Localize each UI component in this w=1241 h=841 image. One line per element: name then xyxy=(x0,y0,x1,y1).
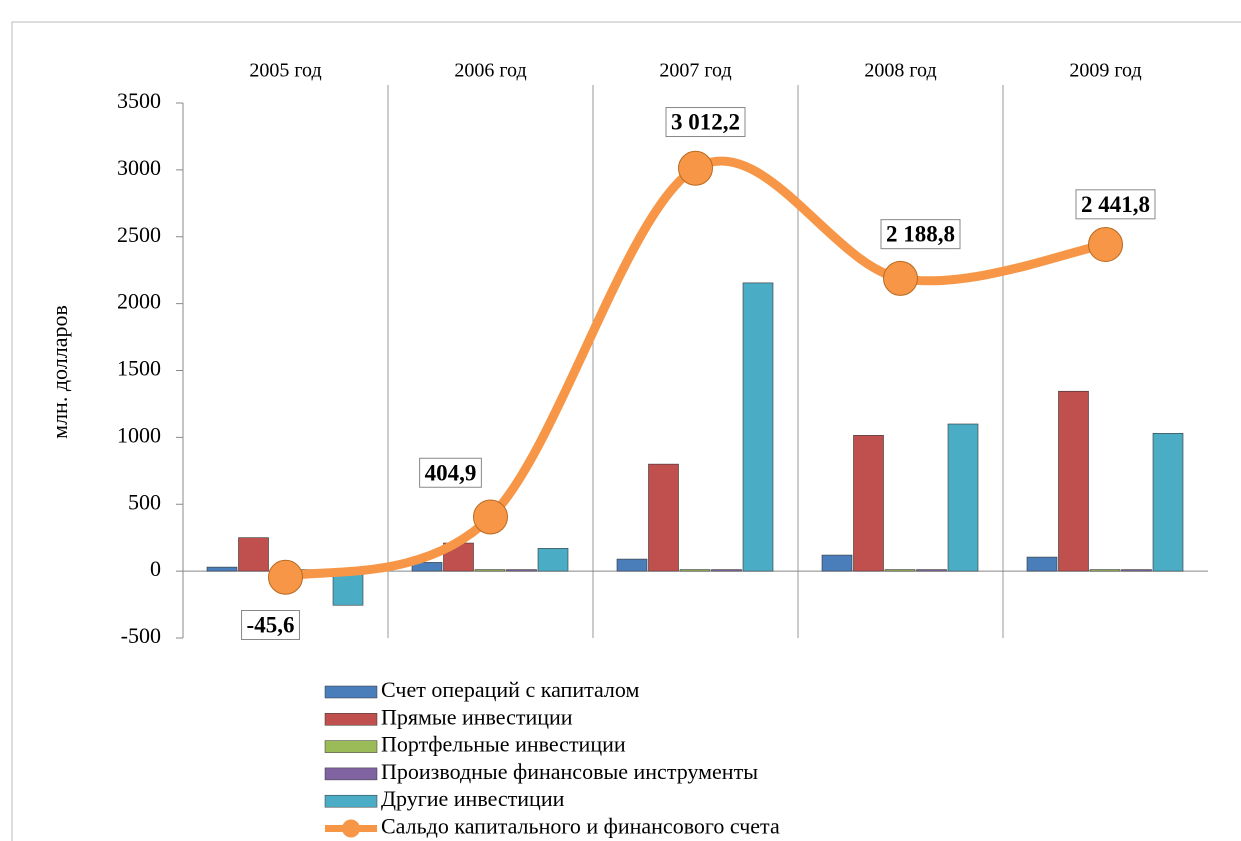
bar xyxy=(947,423,979,572)
x-tick-label: 2008 год xyxy=(864,60,936,82)
x-tick-label: 2009 год xyxy=(1069,60,1141,82)
data-label-box xyxy=(1075,189,1156,220)
y-tick-label: 0 xyxy=(150,556,161,581)
bar xyxy=(411,562,443,572)
line-marker xyxy=(1088,227,1123,263)
line xyxy=(281,156,1110,582)
line-marker xyxy=(678,150,713,186)
legend-swatch xyxy=(324,740,378,753)
legend-swatch xyxy=(324,685,378,699)
data-label: -45,6 xyxy=(247,613,295,638)
line-marker xyxy=(268,559,303,595)
bar xyxy=(1026,556,1058,572)
bar xyxy=(537,548,569,572)
legend-swatch-marker xyxy=(342,819,360,838)
bar xyxy=(711,569,742,572)
line-marker xyxy=(883,260,918,296)
data-label-box xyxy=(419,457,482,488)
bar xyxy=(742,282,774,572)
legend-swatch xyxy=(324,767,378,781)
data-label-box xyxy=(241,610,300,641)
bar xyxy=(474,569,506,572)
bar xyxy=(1089,569,1121,572)
x-tick-label: 2006 год xyxy=(454,60,526,82)
bar xyxy=(679,569,711,572)
x-tick-label: 2005 год xyxy=(249,60,321,82)
line-marker xyxy=(473,499,508,535)
legend-label: Прямые инвестиции xyxy=(381,704,573,729)
bar xyxy=(884,569,916,572)
bar xyxy=(648,463,679,572)
y-tick-label: 500 xyxy=(128,489,161,514)
bar xyxy=(506,569,537,572)
x-tick-label: 2007 год xyxy=(659,60,731,82)
y-tick-label: 3500 xyxy=(117,88,161,113)
legend-label: Производные финансовые инструменты xyxy=(381,759,758,784)
data-label: 2 441,8 xyxy=(1081,192,1150,217)
bar xyxy=(206,566,238,572)
data-label: 2 188,8 xyxy=(886,222,955,247)
bar xyxy=(332,570,364,606)
y-tick-label: 3000 xyxy=(117,155,161,180)
frame xyxy=(11,21,1241,841)
y-tick-label: -500 xyxy=(121,623,161,648)
bar xyxy=(916,569,947,572)
legend-label: Другие инвестиции xyxy=(381,786,565,811)
data-label: 3 012,2 xyxy=(671,110,740,135)
bar xyxy=(1121,569,1152,572)
bar xyxy=(853,435,884,572)
y-tick-label: 2500 xyxy=(117,222,161,247)
bar xyxy=(821,554,853,572)
y-tick-label: 1000 xyxy=(117,422,161,447)
legend-swatch xyxy=(324,713,378,726)
legend-label: Счет операций с капиталом xyxy=(381,677,639,702)
bar xyxy=(238,537,269,572)
data-label-box xyxy=(880,219,961,250)
bar xyxy=(1058,390,1089,572)
y-axis-label: млн. долларов xyxy=(47,305,72,439)
data-label-box xyxy=(665,107,746,138)
legend-label: Сальдо капитального и финансового счета xyxy=(381,814,780,839)
bar xyxy=(616,558,648,572)
bar xyxy=(1152,433,1184,572)
y-tick-label: 1500 xyxy=(117,356,161,381)
data-label: 404,9 xyxy=(425,460,477,485)
y-tick-label: 2000 xyxy=(117,289,161,314)
legend-swatch xyxy=(324,794,378,808)
legend-label: Портфельные инвестиции xyxy=(381,732,626,757)
